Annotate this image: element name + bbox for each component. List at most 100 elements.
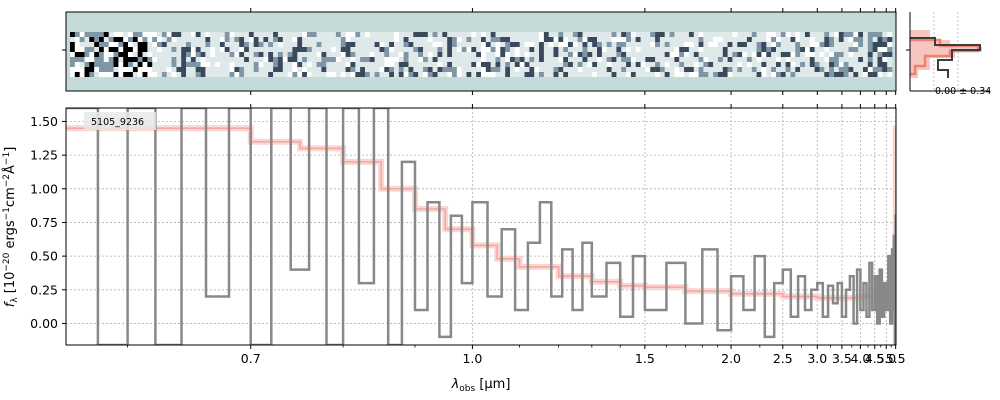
strip-cell bbox=[176, 37, 182, 42]
strip-cell bbox=[858, 62, 864, 67]
strip-cell bbox=[645, 42, 651, 47]
strip-cell bbox=[751, 62, 757, 67]
strip-cell bbox=[302, 57, 308, 62]
strip-cell bbox=[244, 52, 250, 57]
strip-cell bbox=[717, 57, 723, 62]
strip-cell bbox=[717, 72, 723, 77]
strip-cell bbox=[335, 42, 341, 47]
strip-cell bbox=[539, 62, 545, 67]
strip-cell bbox=[161, 72, 167, 77]
strip-cell bbox=[563, 72, 569, 77]
strip-cell bbox=[157, 67, 163, 72]
strip-cell bbox=[703, 72, 709, 77]
strip-cell bbox=[423, 47, 429, 52]
strip-cell bbox=[863, 72, 869, 77]
strip-cell bbox=[113, 42, 119, 47]
strip-cell bbox=[157, 37, 163, 42]
strip-cell bbox=[152, 72, 158, 77]
strip-cell bbox=[103, 67, 109, 72]
strip-cell bbox=[650, 42, 656, 47]
strip-cell bbox=[258, 62, 264, 67]
strip-cell bbox=[132, 72, 138, 77]
strip-cell bbox=[384, 67, 390, 72]
strip-cell bbox=[776, 67, 782, 72]
strip-cell bbox=[761, 67, 767, 72]
strip-cell bbox=[568, 47, 574, 52]
strip-cell bbox=[882, 37, 888, 42]
strip-cell bbox=[452, 47, 458, 52]
strip-cell bbox=[539, 37, 545, 42]
strip-cell bbox=[152, 62, 158, 67]
strip-cell bbox=[282, 57, 288, 62]
strip-cell bbox=[331, 57, 337, 62]
strip-cell bbox=[186, 47, 192, 52]
strip-cell bbox=[577, 47, 583, 52]
strip-cell bbox=[543, 67, 549, 72]
strip-cell bbox=[253, 57, 259, 62]
strip-cell bbox=[659, 67, 665, 72]
strip-cell bbox=[713, 52, 719, 57]
strip-cell bbox=[722, 52, 728, 57]
strip-cell bbox=[306, 37, 312, 42]
strip-cell bbox=[128, 62, 134, 67]
strip-cell bbox=[219, 37, 225, 42]
strip-cell bbox=[693, 62, 699, 67]
strip-cell bbox=[679, 32, 685, 37]
strip-cell bbox=[887, 32, 893, 37]
strip-cell bbox=[819, 52, 825, 57]
y-tick-label: 0.75 bbox=[30, 215, 58, 230]
strip-cell bbox=[94, 67, 100, 72]
strip-cell bbox=[239, 47, 245, 52]
strip-cell bbox=[664, 67, 670, 72]
strip-cell bbox=[79, 47, 85, 52]
strip-cell bbox=[345, 37, 351, 42]
strip-cell bbox=[732, 47, 738, 52]
strip-cell bbox=[500, 32, 506, 37]
strip-cell bbox=[655, 32, 661, 37]
strip-cell bbox=[698, 67, 704, 72]
strip-cell bbox=[456, 62, 462, 67]
strip-cell bbox=[152, 52, 158, 57]
strip-cell bbox=[132, 47, 138, 52]
strip-cell bbox=[887, 47, 893, 52]
strip-cell bbox=[408, 42, 414, 47]
strip-cell bbox=[369, 42, 375, 47]
strip-cell bbox=[258, 72, 264, 77]
strip-cell bbox=[152, 47, 158, 52]
strip-cell bbox=[872, 42, 878, 47]
strip-panel bbox=[62, 8, 897, 95]
strip-cell bbox=[306, 32, 312, 37]
strip-cell bbox=[616, 37, 622, 42]
strip-cell bbox=[785, 37, 791, 42]
strip-cell bbox=[708, 72, 714, 77]
strip-cell bbox=[94, 32, 100, 37]
strip-cell bbox=[771, 47, 777, 52]
strip-cell bbox=[171, 57, 177, 62]
strip-cell bbox=[568, 67, 574, 72]
strip-cell bbox=[674, 42, 680, 47]
strip-cell bbox=[447, 32, 453, 37]
strip-cell bbox=[872, 72, 878, 77]
strip-cell bbox=[108, 57, 114, 62]
strip-cell bbox=[843, 72, 849, 77]
strip-cell bbox=[466, 37, 472, 42]
strip-cell bbox=[70, 67, 76, 72]
strip-cell bbox=[186, 32, 192, 37]
strip-cell bbox=[650, 32, 656, 37]
strip-cell bbox=[423, 57, 429, 62]
strip-cell bbox=[495, 72, 501, 77]
strip-cell bbox=[684, 62, 690, 67]
strip-cell bbox=[74, 52, 80, 57]
strip-cell bbox=[268, 67, 274, 72]
strip-cell bbox=[273, 67, 279, 72]
annotation-box bbox=[84, 112, 156, 130]
strip-cell bbox=[655, 47, 661, 52]
strip-cell bbox=[466, 52, 472, 57]
strip-cell bbox=[137, 57, 143, 62]
strip-cell bbox=[355, 52, 361, 57]
strip-cell bbox=[345, 72, 351, 77]
strip-cell bbox=[539, 57, 545, 62]
strip-cell bbox=[306, 62, 312, 67]
strip-cell bbox=[882, 62, 888, 67]
strip-cell bbox=[858, 37, 864, 42]
